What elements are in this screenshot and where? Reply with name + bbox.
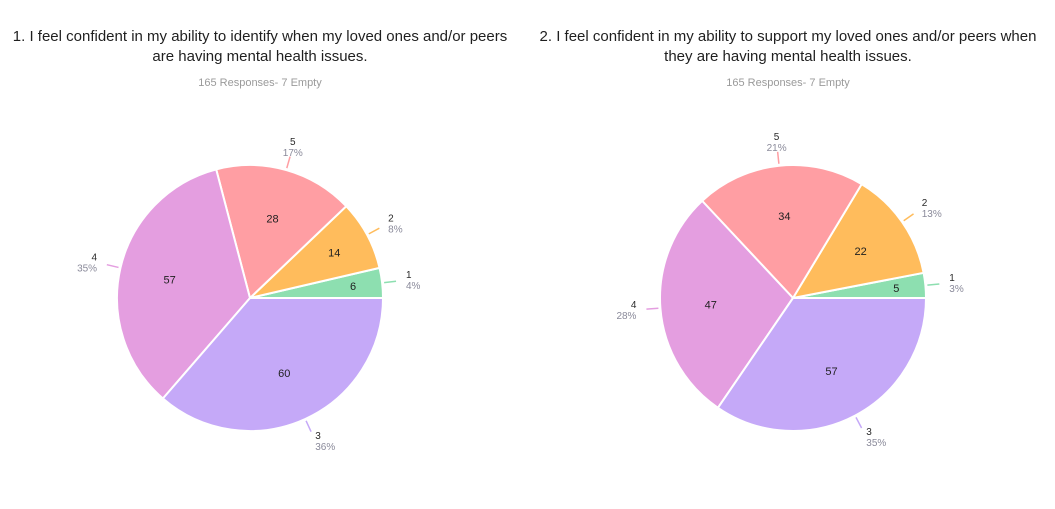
leader-line-2-5 [776, 151, 780, 164]
leader-line-2-4 [646, 307, 659, 310]
percent-label-1-2: 8% [388, 224, 403, 235]
percent-label-2-4: 28% [616, 311, 636, 322]
category-label-1-4: 4 [92, 252, 98, 263]
value-label-1-2: 14 [328, 248, 340, 260]
leader-line-2-2 [903, 213, 914, 222]
category-label-2-4: 4 [631, 300, 637, 311]
leader-line-1-2 [368, 227, 380, 235]
chart-panel-1: 1. I feel confident in my ability to ide… [0, 0, 527, 509]
category-label-2-5: 5 [774, 132, 780, 143]
percent-label-2-5: 21% [767, 143, 787, 154]
leader-line-2-1 [927, 283, 940, 286]
leader-line-2-3 [855, 417, 863, 429]
value-label-2-1: 5 [893, 283, 899, 295]
percent-label-1-5: 17% [283, 148, 303, 159]
value-label-2-3: 57 [825, 366, 837, 378]
category-label-1-3: 3 [315, 431, 321, 442]
pie-slice-2-3 [716, 297, 928, 432]
pie-slice-1-5 [214, 164, 348, 300]
chart-subtitle-2: 165 Responses- 7 Empty [726, 77, 850, 89]
value-label-1-1: 6 [350, 281, 356, 293]
percent-label-2-1: 3% [949, 284, 964, 295]
pie-chart-1: 6 14% 14 28% 28 517% 57 435% 60 336% [77, 137, 421, 453]
value-label-1-5: 28 [266, 214, 278, 226]
percent-label-1-3: 36% [315, 442, 335, 453]
leader-line-1-1 [384, 280, 397, 284]
chart-subtitle-1: 165 Responses- 7 Empty [198, 77, 322, 89]
percent-label-1-1: 4% [406, 281, 421, 292]
leader-line-1-5 [286, 156, 291, 169]
pie-slice-1-4 [116, 168, 252, 400]
leader-line-1-4 [106, 263, 119, 269]
category-label-2-1: 1 [949, 273, 955, 284]
percent-label-1-4: 35% [77, 263, 97, 274]
value-label-1-3: 60 [278, 368, 290, 380]
value-label-1-4: 57 [164, 274, 176, 286]
category-label-1-1: 1 [406, 270, 412, 281]
percent-label-2-2: 13% [922, 209, 942, 220]
value-label-2-4: 47 [705, 299, 717, 311]
chart-panel-2: 2. I feel confident in my ability to sup… [528, 0, 1055, 509]
value-label-2-5: 34 [778, 211, 790, 223]
pie-slice-2-4 [659, 199, 795, 410]
category-label-2-2: 2 [922, 198, 928, 209]
chart-title-2: 2. I feel confident in my ability to sup… [539, 28, 1037, 65]
chart-title-1: 1. I feel confident in my ability to ide… [12, 28, 508, 65]
pie-slice-2-5 [700, 164, 864, 300]
percent-label-2-3: 35% [866, 438, 886, 449]
category-label-1-5: 5 [290, 137, 296, 148]
category-label-2-3: 3 [866, 427, 872, 438]
pie-slice-2-2 [790, 182, 925, 300]
leader-line-1-3 [305, 420, 312, 433]
pie-slice-1-3 [161, 297, 385, 432]
value-label-2-2: 22 [854, 246, 866, 258]
category-label-1-2: 2 [388, 213, 394, 224]
